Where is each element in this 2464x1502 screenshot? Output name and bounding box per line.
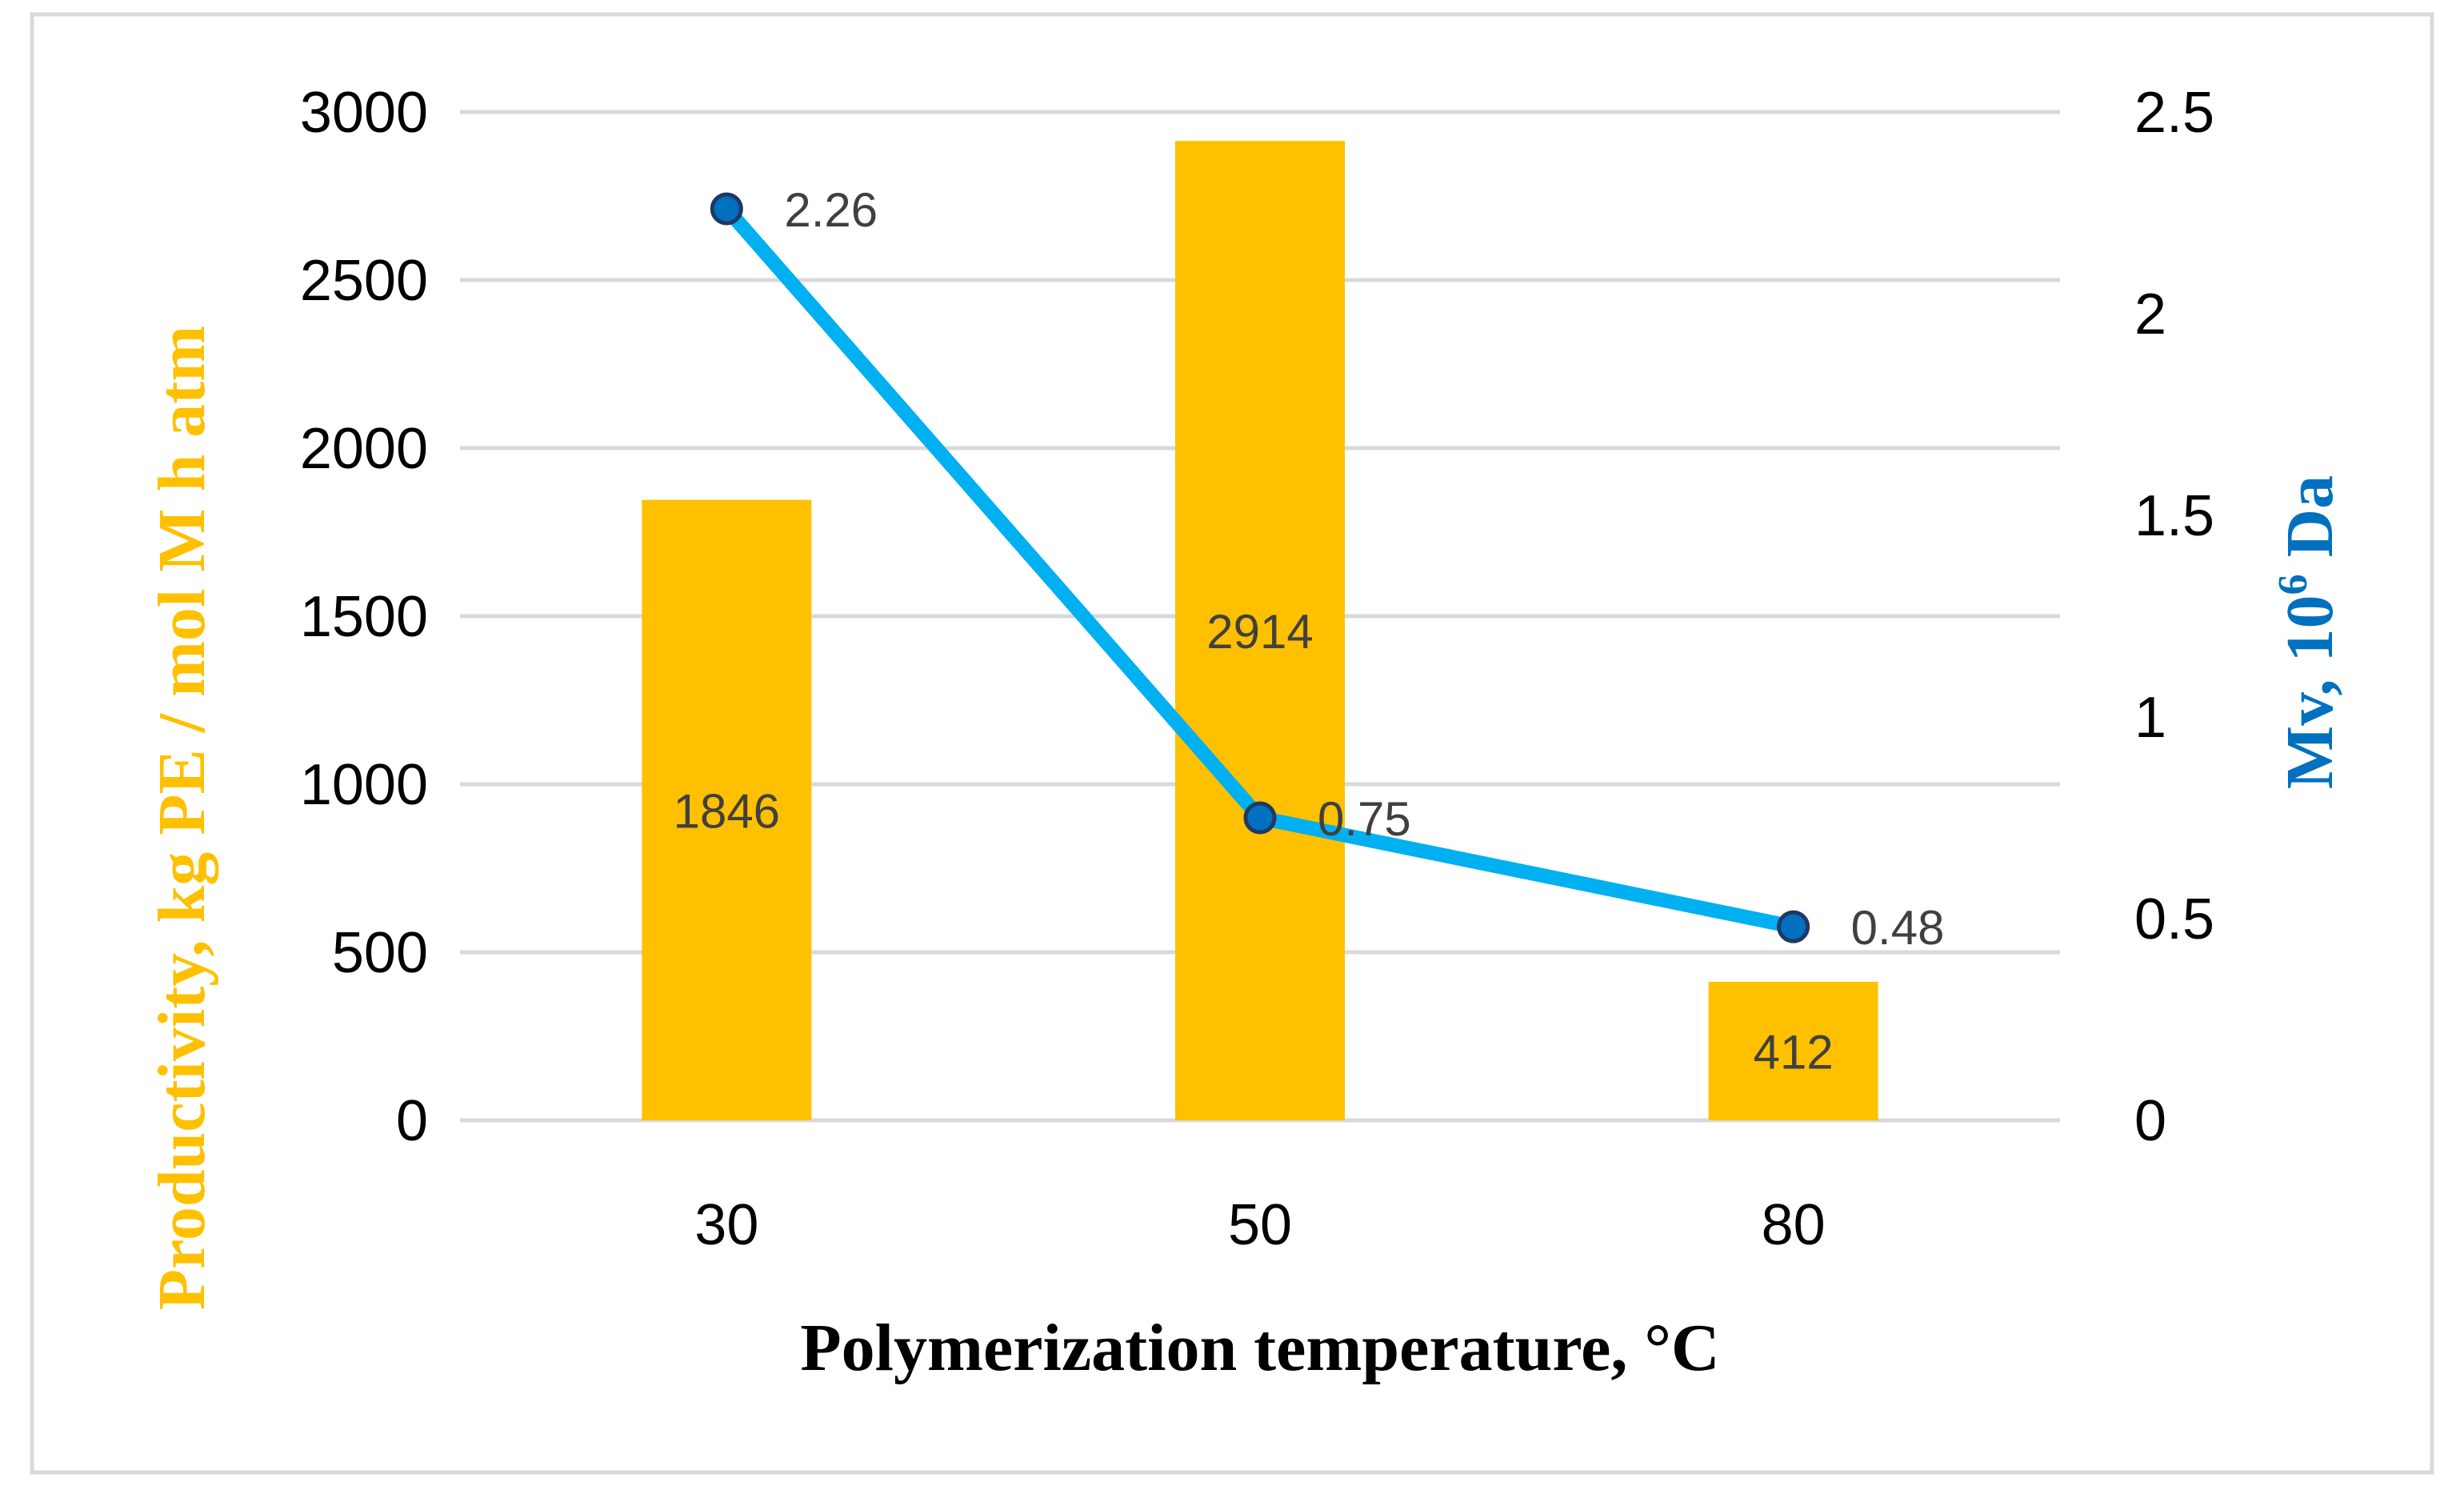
x-axis-ticks: 30 50 80 <box>694 1193 1825 1257</box>
left-axis-title: Productivity, kg PE / mol M h atm <box>145 326 219 1310</box>
line-point-marker <box>710 192 743 226</box>
bar <box>642 499 812 1120</box>
line-value-label: 2.26 <box>784 183 878 237</box>
left-axis-ticks: 0 500 1000 1500 2000 2500 3000 <box>300 81 428 1153</box>
data-labels: 1846 2914 412 2.26 0.75 0.48 <box>674 183 1945 1079</box>
line-value-label: 0.75 <box>1318 792 1411 846</box>
bar-value-label: 1846 <box>674 784 780 838</box>
x-axis-tick-label: 80 <box>1762 1193 1826 1257</box>
bar-value-label: 2914 <box>1206 605 1313 659</box>
right-axis-tick-label: 0 <box>2134 1089 2166 1153</box>
bar-value-label: 412 <box>1754 1025 1834 1079</box>
right-axis-tick-label: 1.5 <box>2134 484 2214 548</box>
right-axis-title-superscript: 6 <box>2270 575 2316 595</box>
right-axis-tick-label: 0.5 <box>2134 887 2214 951</box>
left-axis-tick-label: 500 <box>332 921 428 985</box>
right-axis-tick-label: 2 <box>2134 282 2166 346</box>
left-axis-tick-label: 2000 <box>300 417 428 481</box>
bar <box>1708 981 1878 1120</box>
bar <box>1175 141 1345 1120</box>
right-axis-tick-label: 2.5 <box>2134 81 2214 145</box>
right-axis-title-main: Mv, 10 <box>2273 595 2347 790</box>
line-value-label: 0.48 <box>1851 901 1945 955</box>
right-axis-tick-label: 1 <box>2134 686 2166 750</box>
line-series <box>710 192 1810 943</box>
right-axis-ticks: 0 0.5 1 1.5 2 2.5 <box>2134 81 2214 1153</box>
x-axis-title: Polymerization temperature, °C <box>800 1311 1719 1385</box>
line-point-marker <box>1777 910 1810 943</box>
x-axis-tick-label: 50 <box>1228 1193 1292 1257</box>
left-axis-tick-label: 0 <box>396 1089 428 1153</box>
left-axis-tick-label: 3000 <box>300 81 428 145</box>
bar-series <box>642 141 1878 1120</box>
right-axis-title-tail: Da <box>2273 475 2347 575</box>
x-axis-tick-label: 30 <box>694 1193 758 1257</box>
left-axis-tick-label: 1000 <box>300 753 428 817</box>
left-axis-tick-label: 1500 <box>300 585 428 649</box>
left-axis-tick-label: 2500 <box>300 249 428 313</box>
line-point-marker <box>1243 801 1277 835</box>
right-axis-title: Mv, 106 Da <box>2270 475 2347 789</box>
